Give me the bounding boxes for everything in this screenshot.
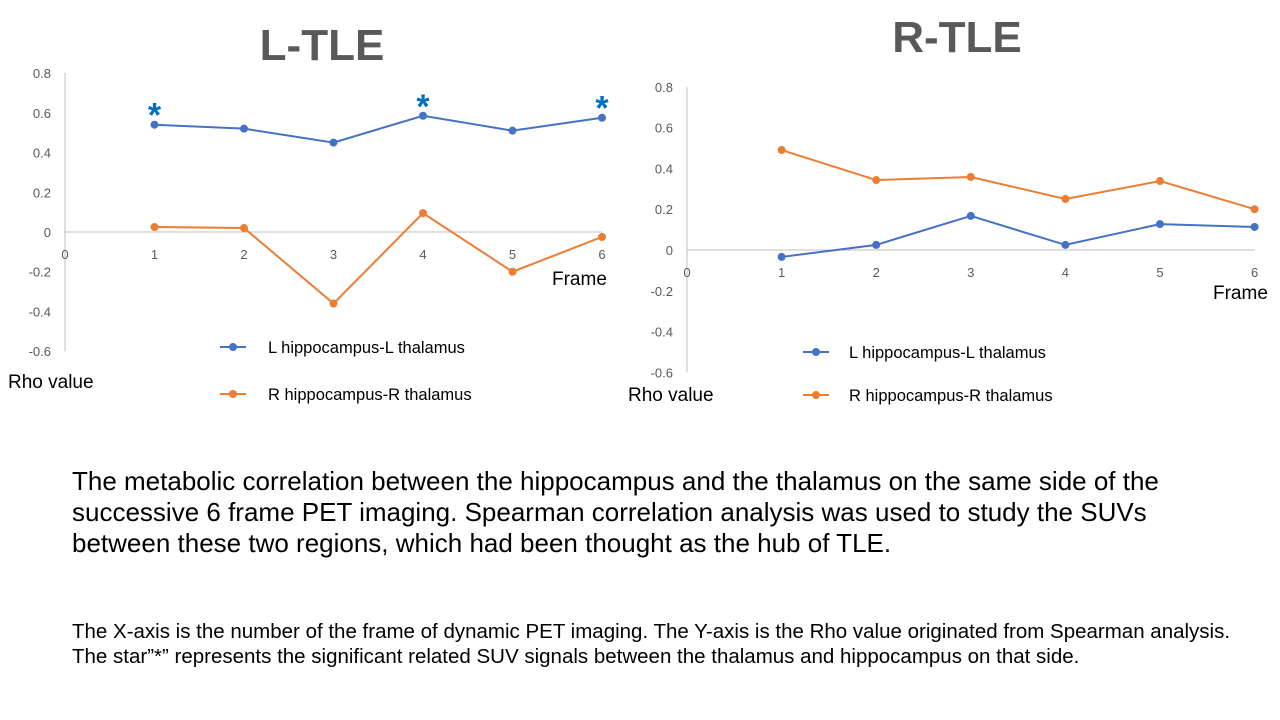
data-point	[1061, 195, 1070, 203]
data-point	[419, 209, 427, 218]
legend-marker	[812, 391, 820, 399]
data-point	[329, 299, 338, 308]
y-tick-label: 0	[666, 243, 673, 258]
data-point	[777, 146, 786, 155]
x-tick-label: 3	[330, 247, 337, 262]
y-tick-label: 0.2	[33, 185, 51, 200]
y-tick-label: -0.4	[651, 325, 673, 340]
y-tick-label: 0	[44, 225, 51, 240]
chart-title: R-TLE	[892, 13, 1022, 62]
data-point	[508, 267, 517, 276]
y-tick-label: 0.6	[33, 106, 51, 121]
x-tick-label: 0	[683, 265, 690, 280]
data-point	[777, 252, 786, 261]
x-tick-label: 6	[1251, 265, 1258, 280]
y-tick-label: 0.4	[33, 146, 51, 161]
y-axis-label: Rho value	[8, 372, 94, 393]
data-point	[419, 111, 427, 120]
chart-title: L-TLE	[260, 21, 385, 70]
data-point	[240, 224, 248, 233]
x-tick-label: 0	[61, 247, 68, 262]
significance-star: *	[416, 88, 430, 126]
data-point	[1250, 222, 1259, 231]
data-point	[240, 124, 248, 133]
data-point	[966, 211, 975, 220]
data-point	[872, 176, 881, 185]
y-tick-label: 0.4	[655, 161, 673, 176]
data-point	[872, 240, 881, 249]
y-tick-label: 0.8	[655, 80, 673, 95]
significance-star: *	[595, 90, 609, 128]
y-tick-label: 0.6	[655, 121, 673, 136]
x-tick-label: 4	[419, 247, 426, 262]
y-tick-label: -0.6	[651, 365, 673, 380]
data-point	[598, 113, 606, 122]
legend-marker	[229, 343, 237, 351]
y-axis-label: Rho value	[628, 385, 714, 406]
x-axis-label: Frame	[1213, 283, 1268, 304]
data-point	[150, 223, 159, 232]
x-axis-label: Frame	[552, 269, 607, 290]
legend-marker	[812, 348, 820, 356]
x-tick-label: 3	[967, 265, 974, 280]
y-tick-label: 0.8	[33, 66, 51, 81]
legend-label: L hippocampus-L thalamus	[268, 339, 465, 357]
x-tick-label: 2	[240, 247, 247, 262]
x-tick-label: 5	[509, 247, 516, 262]
data-point	[1061, 240, 1070, 249]
x-tick-label: 4	[1062, 265, 1069, 280]
data-point	[1156, 177, 1164, 186]
legend-label: L hippocampus-L thalamus	[849, 344, 1046, 362]
series-line-0	[154, 114, 603, 144]
significance-star: *	[148, 97, 162, 135]
x-tick-label: 5	[1156, 265, 1163, 280]
data-point	[1156, 220, 1164, 229]
x-tick-label: 1	[151, 247, 158, 262]
data-point	[966, 172, 975, 181]
data-point	[598, 232, 606, 241]
y-tick-label: -0.2	[651, 284, 673, 299]
y-tick-label: -0.4	[29, 304, 51, 319]
legend-label: R hippocampus-R thalamus	[268, 386, 472, 404]
data-point	[150, 120, 159, 129]
y-tick-label: 0.2	[655, 202, 673, 217]
x-tick-label: 1	[778, 265, 785, 280]
data-point	[329, 138, 338, 147]
x-tick-label: 6	[598, 247, 605, 262]
y-tick-label: -0.2	[29, 265, 51, 280]
y-tick-label: -0.6	[29, 344, 51, 359]
x-tick-label: 2	[873, 265, 880, 280]
legend-label: R hippocampus-R thalamus	[849, 387, 1053, 405]
series-line-1	[154, 211, 603, 305]
series-line-0	[781, 214, 1255, 258]
caption-main: The metabolic correlation between the hi…	[72, 466, 1159, 558]
data-point	[1250, 205, 1259, 214]
data-point	[508, 126, 517, 135]
legend-marker	[229, 390, 237, 398]
caption-note: The X-axis is the number of the frame of…	[72, 620, 1231, 668]
series-line-1	[781, 149, 1255, 211]
